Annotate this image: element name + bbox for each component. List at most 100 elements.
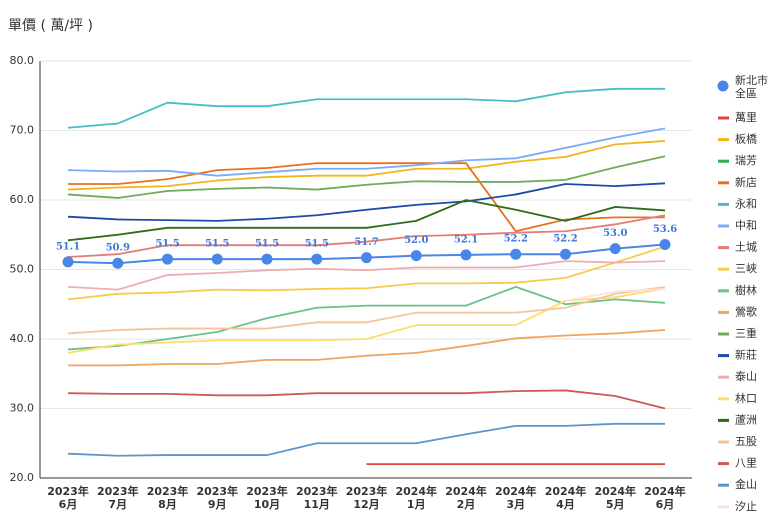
series-line <box>67 87 665 129</box>
legend-label: 永和 <box>735 196 757 210</box>
legend-swatch <box>718 397 729 401</box>
legend-label: 三峽 <box>735 262 757 275</box>
legend-label: 金山 <box>735 477 757 491</box>
legend-swatch <box>718 310 729 314</box>
legend-label: 中和 <box>735 219 757 232</box>
x-tick-label: 2024年 5月 <box>594 484 636 511</box>
x-tick-label: 2024年 2月 <box>445 484 487 511</box>
legend-label: 樹林 <box>735 283 757 297</box>
x-tick-label: 2024年 1月 <box>395 484 437 511</box>
series-line <box>67 140 666 191</box>
data-label: 50.9 <box>106 243 130 254</box>
legend-swatch <box>718 418 729 422</box>
data-point <box>510 248 522 260</box>
x-tick-label: 2023年 6月 <box>47 484 89 511</box>
data-point <box>560 248 571 260</box>
series-line <box>67 285 666 335</box>
y-tick-label: 20.0 <box>10 471 35 484</box>
y-tick-label: 40.0 <box>10 332 35 345</box>
legend-swatch <box>718 462 729 466</box>
legend-swatch <box>718 332 729 336</box>
legend-label: 泰山 <box>735 369 757 383</box>
legend-label: 萬里 <box>735 111 757 124</box>
y-tick-label: 70.0 <box>10 124 35 137</box>
x-tick-label: 2023年 7月 <box>97 484 139 511</box>
legend-marker <box>717 80 729 92</box>
series-line <box>67 422 665 457</box>
legend-label: 蘆洲 <box>735 412 757 426</box>
x-tick-label: 2023年 11月 <box>296 484 338 511</box>
x-tick-label: 2023年 8月 <box>147 484 189 511</box>
y-axis-title: 單價 ( 萬/坪 ) <box>8 17 93 34</box>
data-label: 53.6 <box>653 224 677 235</box>
legend-swatch <box>718 267 729 271</box>
legend-swatch <box>718 289 729 293</box>
series-line <box>67 260 666 291</box>
y-tick-label: 80.0 <box>10 54 35 67</box>
data-point <box>460 249 472 261</box>
legend-swatch <box>718 246 729 250</box>
legend-swatch <box>718 505 729 509</box>
legend-label: 五股 <box>735 435 757 448</box>
x-tick-label: 2024年 4月 <box>545 484 587 511</box>
x-tick-label: 2023年 12月 <box>346 484 388 511</box>
series-line <box>67 287 666 354</box>
data-point <box>62 256 74 268</box>
data-point <box>410 250 422 262</box>
legend-swatch <box>718 159 729 163</box>
series-line <box>68 329 666 367</box>
data-label: 52.0 <box>404 235 428 246</box>
series-line <box>67 389 666 410</box>
data-label: 53.0 <box>603 228 627 239</box>
data-point <box>211 253 223 265</box>
data-point <box>609 243 621 255</box>
data-label: 52.1 <box>454 234 478 245</box>
data-point <box>311 253 323 265</box>
legend-swatch <box>718 138 729 142</box>
y-tick-label: 60.0 <box>10 193 35 206</box>
legend-swatch <box>718 202 729 206</box>
x-tick-label: 2024年 3月 <box>495 484 537 511</box>
legend-label: 土城 <box>735 241 757 254</box>
data-point <box>659 238 671 250</box>
data-label: 51.5 <box>205 239 229 250</box>
legend-label: 林口 <box>735 391 757 405</box>
y-tick-label: 30.0 <box>10 402 35 415</box>
legend-swatch <box>718 181 729 185</box>
legend-swatch <box>718 375 729 379</box>
data-label: 51.5 <box>305 239 329 250</box>
data-label: 51.7 <box>354 237 378 248</box>
data-label: 52.2 <box>553 234 577 245</box>
series-line <box>67 214 666 258</box>
data-point <box>162 253 173 265</box>
legend-swatch <box>718 483 729 487</box>
series-line <box>67 199 666 242</box>
legend-label: 汐止 <box>735 499 757 513</box>
x-tick-label: 2023年 9月 <box>196 484 238 511</box>
legend-label: 鶯歌 <box>735 304 757 318</box>
legend-swatch <box>718 440 729 444</box>
series-line <box>565 288 666 302</box>
series-line <box>67 245 666 301</box>
data-point <box>361 252 372 264</box>
legend-label: 八里 <box>735 457 757 470</box>
legend-label: 新北市全區 <box>735 73 768 100</box>
x-tick-label: 2024年 6月 <box>644 484 686 511</box>
x-tick-label: 2023年 10月 <box>246 484 288 511</box>
series-line <box>67 182 666 222</box>
data-label: 52.2 <box>504 234 528 245</box>
legend-swatch <box>718 354 729 358</box>
series-line <box>67 127 666 177</box>
legend-label: 板橋 <box>735 132 757 146</box>
legend-swatch <box>718 224 729 228</box>
legend-label: 新店 <box>735 175 757 189</box>
data-point <box>261 253 273 265</box>
legend-label: 瑞芳 <box>735 153 757 167</box>
y-tick-label: 50.0 <box>10 263 35 276</box>
series-line <box>67 285 666 351</box>
series-line <box>68 162 665 233</box>
data-label: 51.5 <box>155 239 179 250</box>
series-line <box>67 155 666 199</box>
legend-label: 新莊 <box>735 348 757 362</box>
